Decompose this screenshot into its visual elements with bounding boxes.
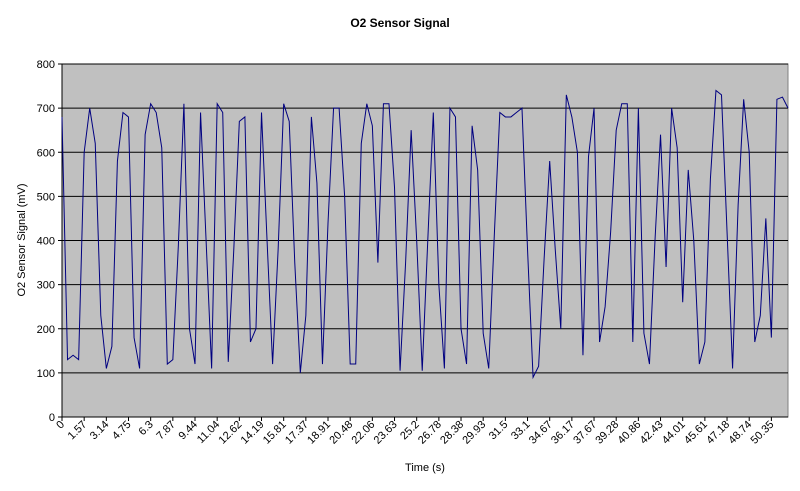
y-tick-label: 700	[37, 103, 55, 115]
y-tick-label: 500	[37, 191, 55, 203]
y-tick-label: 100	[37, 368, 55, 380]
y-tick-label: 0	[49, 412, 55, 424]
y-tick-label: 400	[37, 236, 55, 248]
data-line	[61, 89, 789, 380]
y-tick-label: 300	[37, 280, 55, 292]
y-tick-label: 800	[37, 59, 55, 71]
y-tick-label: 200	[37, 324, 55, 336]
y-tick-label: 600	[37, 147, 55, 159]
x-axis-title: Time (s)	[405, 462, 445, 474]
y-axis-title: O2 Sensor Signal (mV)	[16, 183, 28, 296]
chart-title: O2 Sensor Signal	[350, 16, 449, 30]
